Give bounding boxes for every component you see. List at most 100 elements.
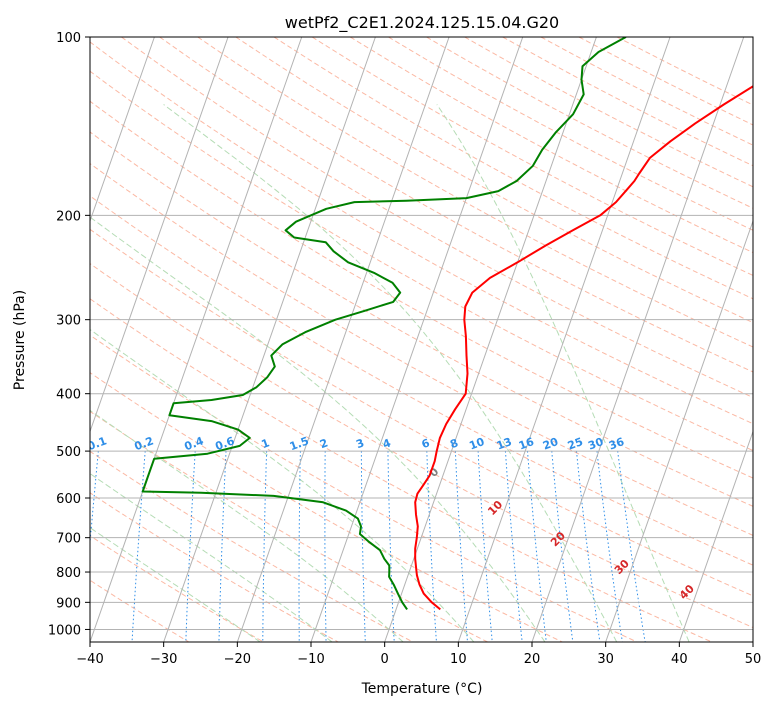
isotherm-line [90, 37, 229, 434]
isotherm-line [90, 37, 155, 223]
y-tick-label: 700 [56, 532, 81, 547]
background-labels: -100-90-80-70-60-50-40-30-20-100.10.20.4… [0, 418, 697, 602]
dry-adiabat-label: -10 [0, 418, 13, 441]
moist-adiabat [90, 216, 546, 642]
y-tick-label: 100 [56, 31, 81, 46]
mixing-ratio-label: 25 [566, 435, 585, 452]
dry-adiabat [90, 372, 563, 642]
x-tick-label: 10 [450, 652, 467, 667]
mixing-ratio-line [262, 451, 268, 642]
mixing-ratio-label: 10 [467, 435, 486, 453]
background-lines [90, 37, 753, 642]
mixing-ratio-label: 4 [381, 436, 393, 451]
mixing-ratio-label: 13 [495, 435, 514, 452]
mixing-ratio-label: 30 [586, 435, 605, 453]
isotherm-line [605, 219, 753, 642]
y-tick-label: 500 [56, 445, 81, 460]
dry-adiabat [90, 162, 753, 536]
y-axis-label: Pressure (hPa) [12, 290, 28, 390]
mixing-ratio-line [387, 451, 395, 642]
mixing-ratio-label: 0.2 [133, 434, 156, 453]
x-tick-label: 0 [381, 652, 389, 667]
x-tick-label: 30 [597, 652, 614, 667]
mixing-ratio-line [596, 451, 623, 642]
mixing-ratio-label: 20 [541, 435, 560, 453]
mixing-ratio-label: 36 [607, 435, 626, 453]
x-tick-label: −10 [297, 652, 324, 667]
mixing-ratio-label: 3 [354, 436, 366, 451]
x-axis-label: Temperature (°C) [361, 681, 483, 697]
mixing-ratio-label: 1.5 [288, 434, 311, 453]
mixing-ratio-line [218, 451, 227, 642]
moist-adiabat [90, 472, 333, 642]
mixing-ratio-label: 0.4 [183, 434, 206, 453]
mixing-ratio-line [617, 451, 646, 642]
mixing-ratio-line [360, 451, 366, 642]
temperature-line [414, 85, 753, 611]
dry-adiabat [90, 410, 488, 642]
mixing-ratio-line [454, 451, 468, 642]
dry-adiabat [159, 37, 753, 373]
dry-adiabat [90, 100, 753, 479]
isotherm-line [457, 37, 671, 642]
dry-adiabat [90, 70, 753, 452]
x-tick-label: 40 [671, 652, 688, 667]
y-axis: 100 200 300 400 500 600 700 800 900 1000 [48, 31, 90, 638]
dry-adiabat [90, 334, 638, 642]
dry-adiabat [90, 228, 753, 597]
y-tick-label: 800 [56, 566, 81, 581]
mixing-ratio-line [426, 451, 437, 642]
dry-adiabat [90, 195, 753, 566]
moist-adiabat [163, 104, 618, 642]
isotherm-line [236, 37, 450, 642]
moist-adiabat [90, 527, 261, 642]
plot-area [90, 37, 753, 642]
dry-adiabat [273, 37, 753, 300]
mixing-ratio-line [576, 451, 601, 642]
mixing-ratio-line [185, 451, 196, 642]
dewpoint-line [141, 37, 627, 610]
x-tick-label: −40 [76, 652, 103, 667]
x-axis: −40 −30 −20 −10 0 10 20 30 40 50 [76, 642, 761, 667]
mixing-ratio-label: 2 [318, 436, 330, 451]
chart-title: wetPf2_C2E1.2024.125.15.04.G20 [285, 13, 559, 33]
grid [0, 37, 753, 642]
x-tick-label: 50 [745, 652, 762, 667]
data-series [141, 37, 753, 611]
y-tick-label: 400 [56, 388, 81, 403]
y-tick-label: 300 [56, 314, 81, 329]
isotherm-line [310, 37, 524, 642]
mixing-ratio-label: 8 [448, 436, 460, 451]
mixing-ratio-label: 16 [517, 435, 536, 453]
mixing-ratio-line [551, 451, 574, 642]
dry-adiabat [197, 37, 753, 348]
isotherm-line [0, 37, 7, 642]
mixing-ratio-label: 1 [260, 436, 272, 451]
mixing-ratio-line [131, 451, 146, 642]
isotherm-line [163, 37, 376, 642]
dry-adiabat [90, 263, 753, 629]
isotherm-line [90, 37, 303, 642]
dry-adiabat [90, 579, 190, 642]
x-tick-label: −20 [224, 652, 251, 667]
mixing-ratio-line [504, 451, 523, 642]
dry-adiabat [90, 131, 753, 507]
y-tick-label: 600 [56, 492, 81, 507]
moist-adiabat [90, 328, 475, 642]
isotherm-line [752, 640, 753, 642]
mixing-ratio-label: 6 [420, 436, 432, 451]
x-tick-label: 20 [524, 652, 541, 667]
plot-frame [89, 36, 754, 643]
y-tick-label: 200 [56, 209, 81, 224]
isotherm-line [531, 37, 745, 642]
isotherm-line [384, 37, 597, 642]
y-tick-label: 900 [56, 596, 81, 611]
y-tick-label: 1000 [48, 623, 81, 638]
mixing-ratio-line [324, 451, 327, 642]
dry-adiabat [90, 298, 712, 642]
x-tick-label: −30 [150, 652, 177, 667]
mixing-ratio-line [527, 451, 547, 642]
isotherm-line [678, 430, 753, 642]
mixing-ratio-line [298, 451, 301, 642]
